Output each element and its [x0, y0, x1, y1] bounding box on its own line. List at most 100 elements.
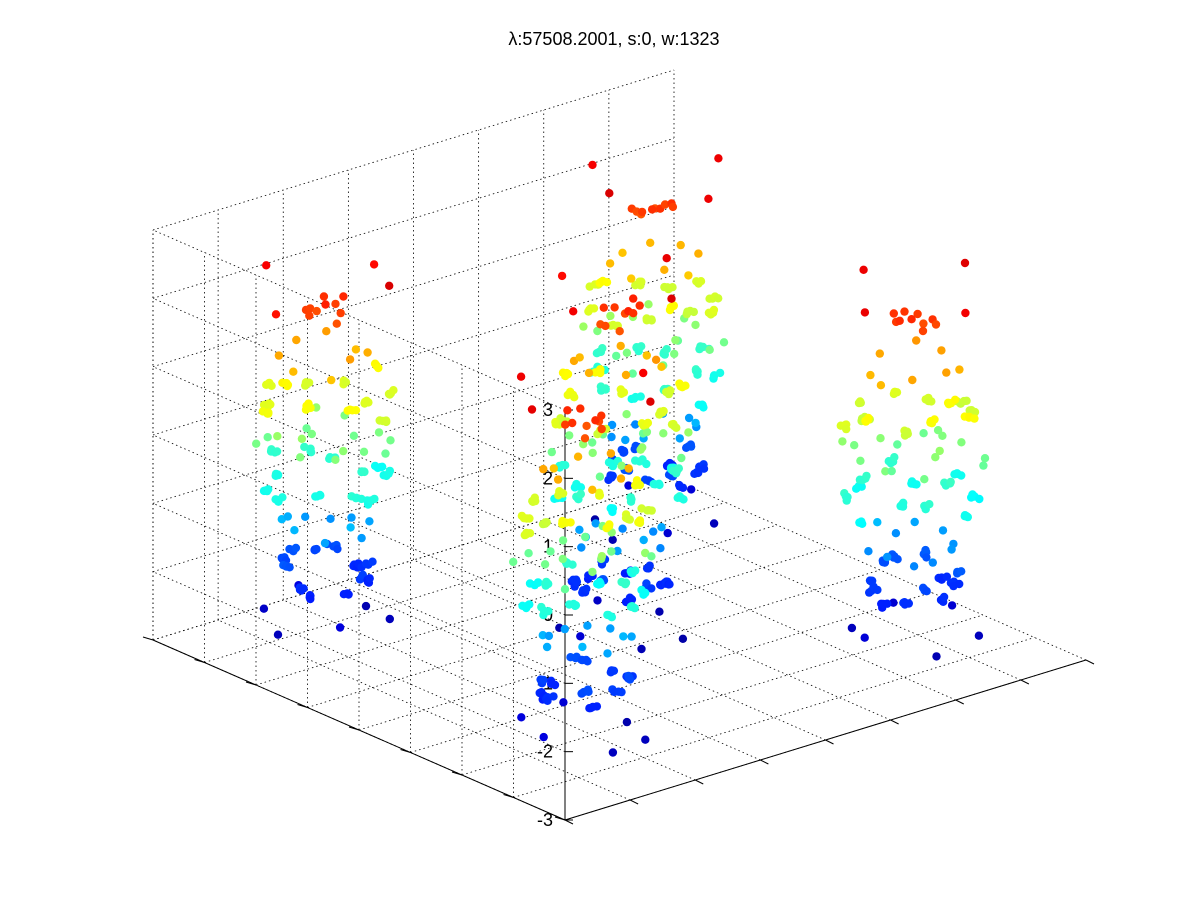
grid-line [608, 499, 1022, 681]
data-point [546, 547, 555, 556]
data-point [566, 518, 575, 527]
grid-line [152, 434, 566, 616]
data-point [617, 687, 626, 697]
data-point [573, 452, 583, 461]
data-point [588, 567, 597, 577]
data-point [619, 632, 628, 641]
data-point [621, 435, 630, 445]
data-point [637, 277, 646, 286]
data-point [660, 200, 670, 209]
data-point [576, 489, 585, 499]
data-point [678, 483, 688, 492]
data-point [643, 418, 653, 428]
data-point [957, 438, 966, 447]
data-point [950, 395, 960, 404]
data-point [568, 418, 577, 428]
data-point [385, 281, 394, 290]
data-point [374, 428, 384, 437]
data-point [647, 552, 656, 561]
data-point [864, 413, 873, 423]
data-point [922, 553, 931, 562]
data-point [620, 448, 629, 457]
x-tick-mark [564, 819, 574, 825]
grid-line [413, 559, 826, 741]
data-point [553, 475, 563, 484]
data-point [709, 519, 719, 528]
data-point [588, 485, 597, 494]
data-point [563, 369, 573, 379]
grid-line [478, 539, 891, 721]
data-point [962, 396, 971, 405]
data-point [588, 438, 597, 447]
data-point [627, 632, 636, 641]
data-point [925, 500, 934, 509]
x-tick-mark [1020, 679, 1030, 685]
data-point [608, 748, 618, 757]
data-point [647, 506, 656, 515]
data-point [273, 432, 282, 441]
data-point [273, 470, 283, 480]
data-point [290, 526, 299, 535]
data-point [684, 428, 693, 437]
data-point [285, 563, 294, 572]
data-point [890, 453, 899, 462]
data-point [942, 368, 951, 377]
data-point [607, 547, 616, 556]
data-point [307, 429, 316, 439]
data-point [296, 453, 305, 462]
data-point [913, 309, 922, 319]
data-point [637, 207, 647, 217]
data-point [655, 607, 664, 616]
data-point [610, 303, 619, 312]
data-point [679, 495, 688, 504]
grid-line [152, 366, 566, 548]
data-point [663, 528, 672, 538]
data-point [365, 574, 374, 583]
y-tick-mark [194, 659, 205, 663]
grid-line [348, 579, 761, 761]
data-point [331, 299, 340, 309]
data-point [947, 545, 956, 554]
data-point [881, 467, 890, 476]
data-point [608, 535, 617, 544]
data-point [344, 590, 353, 599]
data-point [630, 603, 639, 613]
grid-line [204, 502, 726, 663]
data-point [365, 517, 374, 526]
grid-lines [152, 69, 1087, 821]
data-point [336, 308, 345, 318]
data-point [646, 397, 655, 406]
grid-line [152, 137, 675, 299]
data-point [283, 512, 292, 521]
data-point [955, 579, 964, 589]
data-point [606, 449, 616, 458]
data-point [577, 543, 586, 552]
data-point [655, 480, 664, 490]
data-point [641, 735, 650, 744]
data-point [608, 507, 617, 517]
data-point [381, 416, 391, 425]
data-point [908, 375, 917, 385]
data-point [273, 630, 283, 639]
data-point [631, 420, 640, 429]
data-point [561, 420, 570, 429]
data-point [859, 265, 868, 274]
grid-line [152, 206, 675, 368]
data-point [883, 552, 892, 562]
data-point [598, 344, 607, 353]
data-point [696, 277, 706, 286]
data-point [709, 305, 719, 315]
data-point [857, 482, 866, 491]
data-point [900, 307, 909, 316]
data-point [641, 548, 650, 558]
data-point [657, 523, 666, 532]
data-point [669, 301, 678, 310]
data-point [584, 368, 594, 378]
data-point [876, 434, 885, 443]
data-point [714, 294, 723, 303]
data-point [576, 632, 585, 641]
data-point [910, 517, 919, 527]
data-point [595, 490, 604, 500]
data-point [672, 423, 681, 432]
data-point [593, 596, 602, 605]
